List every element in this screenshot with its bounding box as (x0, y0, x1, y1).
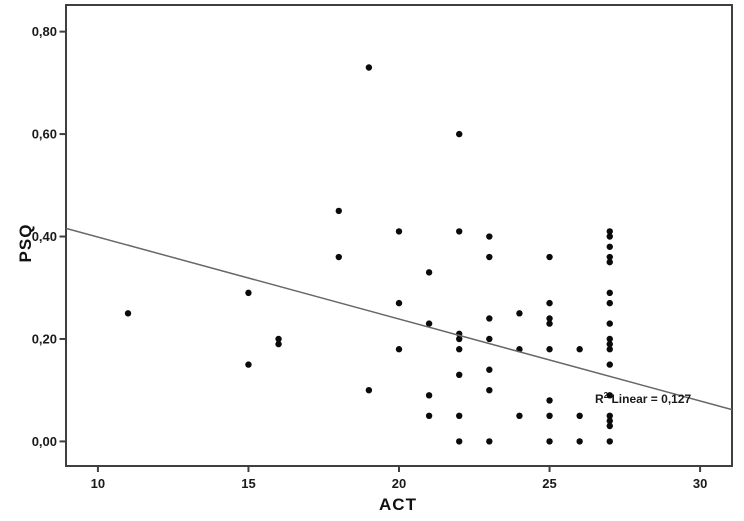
data-point (365, 64, 373, 71)
data-point (335, 207, 342, 215)
data-point (456, 346, 463, 353)
data-point (576, 438, 583, 445)
data-point (486, 253, 493, 261)
data-point (606, 233, 613, 240)
data-point (576, 412, 583, 420)
data-point (245, 361, 252, 368)
data-point (606, 361, 613, 368)
data-point (606, 417, 613, 425)
data-point (395, 346, 403, 353)
data-point (546, 315, 553, 322)
data-point (516, 310, 523, 317)
data-point (606, 392, 613, 399)
data-point (546, 320, 553, 327)
y-tick-label: 0,20 (32, 331, 57, 346)
data-point (546, 412, 553, 420)
data-point (546, 397, 553, 404)
y-tick-label: 0,40 (32, 229, 57, 244)
data-point (456, 228, 463, 235)
r-squared-annotation: R2 Linear = 0,127 (595, 391, 692, 407)
data-point (606, 335, 613, 343)
r-squared-value: Linear = 0,127 (608, 392, 692, 406)
data-point (486, 315, 493, 322)
data-point (275, 340, 282, 348)
data-point (456, 130, 463, 138)
y-axis-title: PSQ (16, 223, 35, 263)
data-point (546, 438, 553, 445)
data-point (275, 335, 282, 343)
data-point (486, 366, 493, 373)
data-point (365, 386, 373, 394)
data-point (546, 346, 553, 353)
data-point (335, 253, 342, 261)
y-tick-label: 0,00 (32, 434, 57, 449)
data-point (606, 289, 613, 297)
data-point (456, 438, 463, 445)
y-tick-label: 0,80 (32, 24, 57, 39)
data-point (486, 335, 493, 343)
data-point (606, 340, 613, 348)
data-point (606, 346, 613, 353)
data-point (546, 253, 553, 261)
data-point (606, 299, 613, 307)
x-axis-title: ACT (379, 495, 417, 514)
data-point (425, 269, 433, 276)
plot-frame (65, 4, 733, 467)
data-point (606, 243, 613, 250)
data-point (486, 233, 493, 240)
regression-line (65, 227, 733, 411)
data-point (425, 392, 433, 399)
data-point (486, 438, 493, 445)
data-point (606, 228, 613, 235)
data-point (456, 412, 463, 420)
r-squared-superscript: 2 (603, 391, 609, 400)
data-point (606, 253, 613, 261)
data-point (486, 386, 493, 394)
x-tick-label: 30 (693, 476, 707, 491)
y-tick-label: 0,60 (32, 127, 57, 142)
data-point (395, 299, 403, 307)
x-tick-label: 25 (542, 476, 556, 491)
data-point (456, 371, 463, 379)
data-point (606, 412, 613, 420)
x-tick-label: 20 (392, 476, 406, 491)
x-tick-label: 10 (91, 476, 105, 491)
data-point (516, 412, 523, 420)
data-point (425, 412, 433, 420)
data-point (546, 299, 553, 307)
data-point (395, 228, 403, 235)
data-point (606, 438, 613, 445)
data-point (456, 335, 463, 343)
data-point (425, 320, 433, 327)
data-point (606, 422, 613, 430)
x-tick-label: 15 (241, 476, 255, 491)
data-point (124, 310, 132, 317)
data-point (606, 258, 613, 266)
data-point (576, 346, 583, 353)
data-point (606, 320, 613, 327)
data-point (245, 289, 252, 297)
r-squared-prefix: R (595, 392, 604, 406)
